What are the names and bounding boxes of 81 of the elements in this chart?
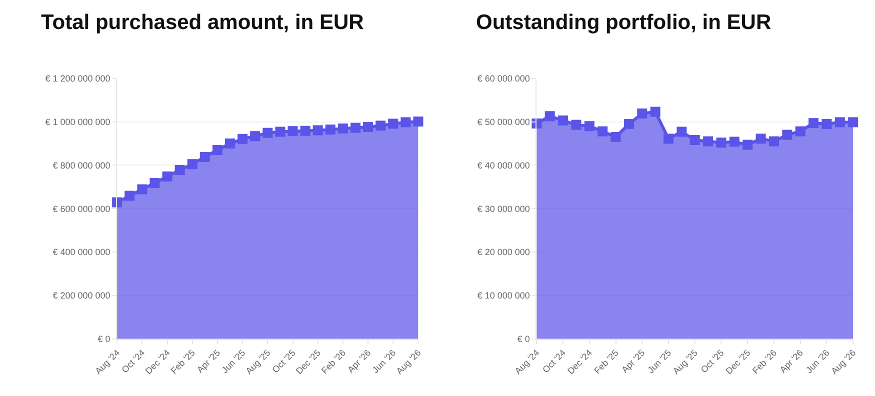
point bbox=[808, 118, 819, 128]
point bbox=[238, 134, 248, 144]
point bbox=[690, 135, 700, 145]
x-tick-label: Feb '26 bbox=[750, 348, 779, 376]
point bbox=[200, 152, 210, 162]
x-tick-label: Apr '26 bbox=[778, 348, 805, 375]
x-tick-label: Feb '25 bbox=[592, 348, 620, 376]
point bbox=[376, 120, 386, 131]
chart-title: Outstanding portfolio, in EUR bbox=[476, 11, 772, 34]
point bbox=[150, 178, 160, 188]
x-tick-label: Aug '26 bbox=[829, 348, 858, 376]
point bbox=[312, 125, 323, 136]
point bbox=[137, 184, 148, 194]
point bbox=[834, 117, 845, 128]
point bbox=[650, 106, 660, 117]
x-tick-label: Apr '26 bbox=[346, 348, 373, 375]
chart-title: Total purchased amount, in EUR bbox=[41, 11, 364, 34]
point bbox=[162, 171, 172, 182]
y-tick-label: € 400 000 000 bbox=[52, 247, 110, 258]
point bbox=[388, 118, 398, 129]
x-tick-label: Apr '25 bbox=[195, 348, 222, 375]
point bbox=[571, 120, 582, 130]
point bbox=[544, 111, 555, 122]
x-tick-label: Oct '25 bbox=[698, 348, 726, 375]
point bbox=[363, 122, 374, 132]
point bbox=[676, 126, 687, 137]
x-tick-label: Aug '25 bbox=[671, 348, 700, 376]
x-tick-label: Apr '25 bbox=[620, 348, 647, 375]
point bbox=[250, 131, 260, 142]
point bbox=[848, 117, 858, 128]
y-tick-label: € 50 000 000 bbox=[477, 116, 530, 127]
y-tick-label: € 0 bbox=[517, 334, 530, 344]
point bbox=[300, 126, 310, 136]
point bbox=[782, 130, 792, 140]
point bbox=[187, 159, 198, 170]
point bbox=[413, 116, 424, 127]
y-tick-label: € 10 000 000 bbox=[477, 290, 530, 301]
point bbox=[325, 124, 336, 135]
point bbox=[288, 126, 298, 136]
x-tick-label: Aug '24 bbox=[93, 348, 122, 376]
x-tick-label: Dec '25 bbox=[724, 348, 752, 376]
y-tick-label: € 1 200 000 000 bbox=[45, 73, 110, 84]
point bbox=[729, 136, 740, 147]
y-tick-label: € 200 000 000 bbox=[52, 290, 110, 301]
point bbox=[610, 132, 621, 142]
point bbox=[637, 108, 648, 119]
y-tick-label: € 40 000 000 bbox=[477, 160, 530, 170]
point bbox=[756, 134, 766, 144]
point bbox=[174, 164, 185, 175]
point bbox=[598, 126, 608, 136]
y-tick-label: € 800 000 000 bbox=[52, 160, 110, 170]
point bbox=[350, 122, 360, 133]
y-tick-label: € 1 000 000 000 bbox=[45, 116, 110, 127]
point bbox=[795, 126, 806, 136]
y-tick-label: € 600 000 000 bbox=[52, 204, 110, 214]
y-tick-label: € 60 000 000 bbox=[477, 73, 530, 84]
x-tick-label: Jun '25 bbox=[646, 348, 674, 376]
point bbox=[124, 190, 135, 201]
point bbox=[742, 140, 753, 150]
point bbox=[262, 128, 273, 138]
point bbox=[112, 197, 122, 208]
y-tick-label: € 20 000 000 bbox=[477, 247, 530, 258]
point bbox=[400, 117, 411, 128]
point bbox=[275, 126, 286, 137]
y-tick-label: € 0 bbox=[98, 334, 110, 344]
point bbox=[558, 115, 568, 126]
x-tick-label: Aug '24 bbox=[512, 348, 542, 376]
y-tick-label: € 30 000 000 bbox=[477, 204, 530, 214]
point bbox=[703, 136, 714, 146]
point bbox=[225, 138, 235, 148]
x-tick-label: Dec '24 bbox=[566, 348, 594, 376]
point bbox=[768, 136, 779, 146]
point bbox=[822, 118, 832, 129]
point bbox=[338, 124, 348, 134]
point bbox=[716, 138, 726, 148]
point bbox=[584, 121, 594, 132]
point bbox=[624, 118, 634, 129]
point bbox=[212, 144, 222, 155]
x-tick-label: Oct '24 bbox=[540, 348, 568, 375]
x-tick-label: Jun '26 bbox=[804, 348, 832, 376]
point bbox=[664, 134, 674, 144]
